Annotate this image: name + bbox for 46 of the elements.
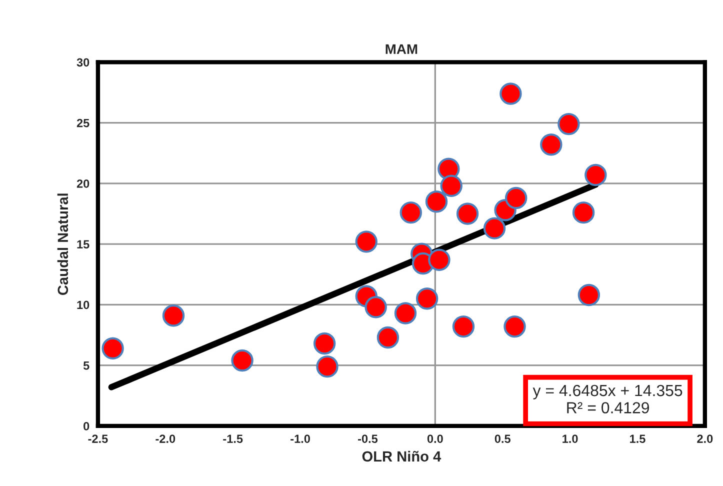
y-tick-label: 25 (76, 118, 90, 128)
point (376, 326, 400, 349)
point (364, 296, 387, 318)
point (425, 190, 448, 213)
y-axis-title: Caudal Natural (57, 194, 68, 295)
chart-title: MAM (386, 44, 418, 54)
point (584, 164, 607, 186)
x-tick-label: -0.5 (358, 434, 378, 443)
point (558, 112, 580, 136)
y-tick-label: 0 (84, 422, 90, 430)
point (416, 288, 438, 310)
annotation: y = 4.6485x + 14.355 R² = 0.4129 (532, 384, 682, 414)
point (102, 337, 124, 360)
y-tick-label: 20 (76, 180, 90, 188)
point (452, 315, 475, 338)
x-tick-label: 2.0 (697, 434, 713, 443)
point (316, 355, 338, 378)
point (428, 248, 450, 271)
point (578, 284, 600, 306)
point (440, 174, 462, 197)
x-tick-label: 1.5 (630, 434, 646, 443)
y-tick-label: 15 (77, 240, 90, 248)
point (394, 302, 417, 324)
point (313, 332, 336, 355)
point (456, 202, 479, 225)
x-tick-label: -2.0 (156, 434, 176, 443)
point (355, 230, 378, 253)
x-tick-label: -1.0 (290, 434, 310, 443)
y-tick-label: 30 (76, 58, 90, 67)
point (572, 201, 595, 224)
x-tick-label: 0.0 (427, 434, 443, 443)
point (483, 217, 506, 240)
x-axis-title: OLR Niño 4 (362, 450, 442, 462)
x-tick-label: 1.0 (562, 434, 578, 443)
point (162, 304, 185, 327)
x-tick-label: 0.5 (494, 434, 510, 443)
point (504, 315, 526, 338)
point (540, 134, 562, 156)
point (400, 201, 422, 224)
point (500, 82, 522, 105)
point (231, 349, 254, 372)
point (504, 186, 528, 210)
x-tick-label: -2.5 (88, 434, 108, 443)
x-tick-label: -1.5 (223, 434, 243, 443)
y-tick-label: 5 (83, 362, 90, 370)
y-tick-label: 10 (77, 300, 90, 310)
